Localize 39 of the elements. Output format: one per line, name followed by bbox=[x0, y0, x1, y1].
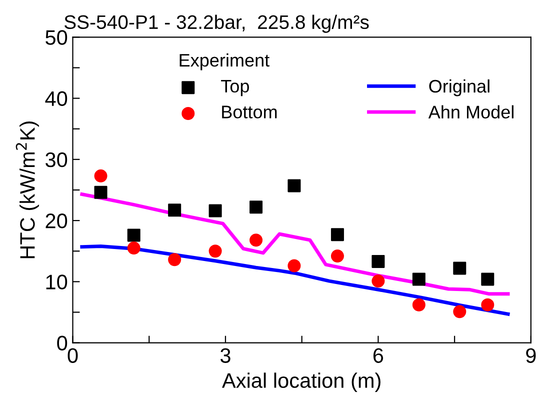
x-tick-label: 6 bbox=[373, 348, 384, 363]
point bbox=[208, 244, 222, 258]
point bbox=[330, 249, 344, 262]
y-tick-label: 0 bbox=[57, 336, 68, 351]
legend-label: Ahn Model bbox=[428, 105, 514, 119]
point bbox=[168, 204, 182, 217]
y-tick-label: 40 bbox=[45, 91, 68, 106]
x-axis-title: Axial location (m) bbox=[222, 372, 380, 392]
point bbox=[453, 262, 466, 275]
point bbox=[372, 254, 385, 268]
y-tick-label: 20 bbox=[46, 214, 68, 228]
x-tick-label: 0 bbox=[68, 348, 78, 363]
point bbox=[481, 298, 494, 312]
point bbox=[288, 179, 301, 192]
point bbox=[481, 272, 494, 286]
point bbox=[127, 228, 140, 242]
point bbox=[288, 259, 301, 272]
x-tick-label: 9 bbox=[526, 348, 536, 363]
y-tick-label: 50 bbox=[46, 30, 68, 45]
y-tick-label: 10 bbox=[46, 274, 68, 290]
point bbox=[250, 200, 263, 214]
point bbox=[250, 234, 263, 247]
legend-label: Original bbox=[429, 79, 490, 96]
legend-title: Experiment bbox=[180, 53, 270, 70]
point bbox=[412, 298, 426, 312]
point bbox=[372, 274, 385, 288]
point bbox=[94, 186, 108, 199]
point bbox=[453, 305, 466, 318]
legend-label: Bottom bbox=[222, 106, 277, 118]
point bbox=[94, 169, 108, 182]
y-tick-label: 30 bbox=[46, 152, 68, 168]
point bbox=[168, 253, 182, 266]
point bbox=[208, 204, 222, 218]
legend-label: Top bbox=[221, 80, 249, 96]
point bbox=[127, 242, 140, 255]
point bbox=[330, 228, 344, 242]
x-tick-label: 3 bbox=[220, 348, 230, 363]
point bbox=[412, 272, 426, 286]
y-axis-title: HTC (kW/m$^{2}$K) bbox=[16, 122, 39, 258]
